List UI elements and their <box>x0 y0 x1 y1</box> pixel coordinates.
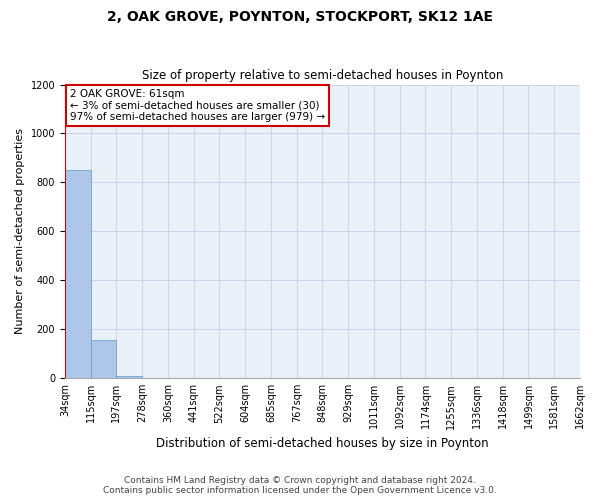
Text: Contains HM Land Registry data © Crown copyright and database right 2024.
Contai: Contains HM Land Registry data © Crown c… <box>103 476 497 495</box>
Bar <box>91 340 116 378</box>
Bar <box>116 376 142 378</box>
Bar <box>65 170 91 378</box>
X-axis label: Distribution of semi-detached houses by size in Poynton: Distribution of semi-detached houses by … <box>156 437 489 450</box>
Title: Size of property relative to semi-detached houses in Poynton: Size of property relative to semi-detach… <box>142 69 503 82</box>
Y-axis label: Number of semi-detached properties: Number of semi-detached properties <box>15 128 25 334</box>
Text: 2, OAK GROVE, POYNTON, STOCKPORT, SK12 1AE: 2, OAK GROVE, POYNTON, STOCKPORT, SK12 1… <box>107 10 493 24</box>
Text: 2 OAK GROVE: 61sqm
← 3% of semi-detached houses are smaller (30)
97% of semi-det: 2 OAK GROVE: 61sqm ← 3% of semi-detached… <box>70 89 325 122</box>
